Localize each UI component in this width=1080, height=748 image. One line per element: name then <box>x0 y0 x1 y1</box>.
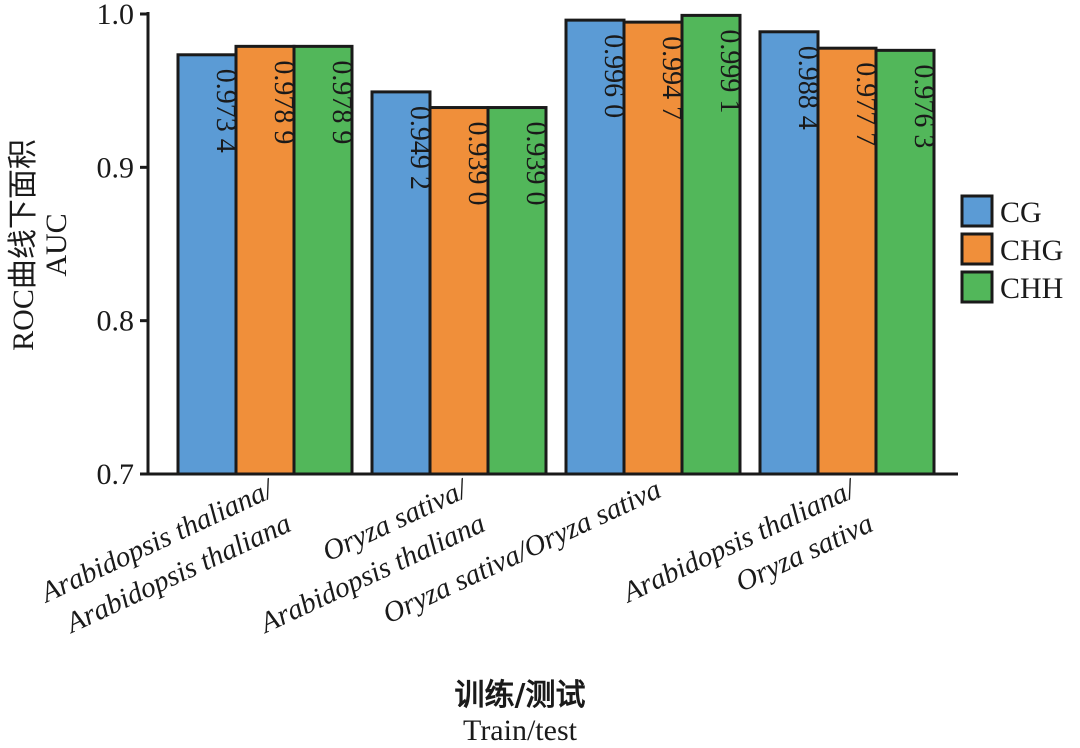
y-ticks-group: 0.7 0.8 0.9 1.0 <box>97 0 148 491</box>
y-tick-label: 0.9 <box>97 151 135 184</box>
y-tick-label: 1.0 <box>97 0 135 31</box>
bar-value-label: 0.973 4 <box>210 69 241 153</box>
bar-cg-0 <box>176 53 238 476</box>
bar-labels-group: 0.973 4 0.978 9 0.978 9 0.949 2 0.939 0 0.939… <box>210 29 939 205</box>
bar-value-label: 0.939 0 <box>462 122 493 206</box>
bar-chg-0 <box>234 44 296 476</box>
bar-value-label: 0.988 4 <box>792 46 823 130</box>
legend: CG CHG CHH <box>960 194 1063 305</box>
bar-chh-1 <box>486 106 548 476</box>
bar-value-label: 0.977 7 <box>850 62 881 146</box>
bar-value-label: 0.978 9 <box>268 60 299 144</box>
bar-value-label: 0.996 0 <box>598 34 629 118</box>
x-axis-title-cn: 训练/测试 <box>455 678 586 713</box>
y-tick-label: 0.8 <box>97 305 135 338</box>
legend-swatch-chh <box>960 270 994 304</box>
bar-value-label: 0.949 2 <box>404 106 435 190</box>
bar-chh-3 <box>874 48 936 476</box>
x-axis-title-en: Train/test <box>463 714 578 747</box>
bar-value-label: 0.994 7 <box>656 36 687 120</box>
legend-label-chg: CHG <box>1000 234 1063 267</box>
legend-swatch-cg <box>960 194 994 228</box>
bar-value-label: 0.976 3 <box>908 64 939 148</box>
x-category-labels-group: Arabidopsis thaliana/Arabidopsis thalian… <box>34 472 878 640</box>
y-tick-label: 0.7 <box>97 458 135 491</box>
legend-label-cg: CG <box>1000 196 1042 229</box>
bar-cg-3 <box>758 30 820 476</box>
bar-value-label: 0.939 0 <box>520 122 551 206</box>
bar-value-label: 0.978 9 <box>326 60 357 144</box>
legend-swatch-chg <box>960 232 994 266</box>
bars-group <box>176 13 936 476</box>
legend-label-chh: CHH <box>1000 272 1063 305</box>
axes-group <box>146 12 958 476</box>
y-axis-title-cn: ROC曲线下面积 <box>7 139 40 351</box>
bar-value-label: 0.999 1 <box>714 29 745 113</box>
y-axis-title-en: AUC <box>40 213 73 276</box>
bar-chg-2 <box>622 20 684 476</box>
